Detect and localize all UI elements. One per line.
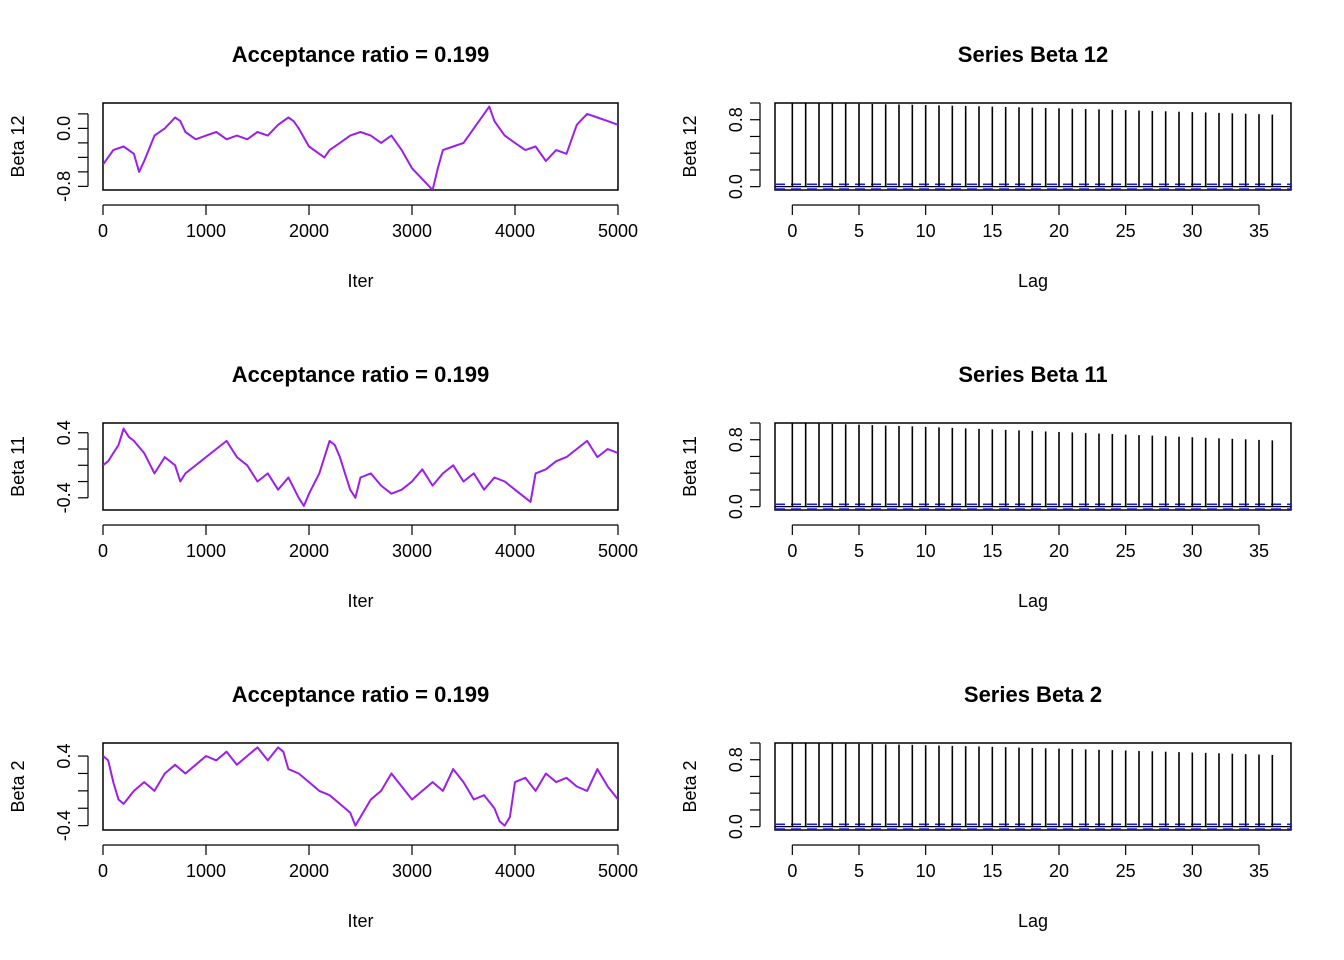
x-tick-label: 5: [854, 221, 864, 241]
x-tick-label: 4000: [495, 221, 535, 241]
x-tick-label: 2000: [289, 861, 329, 881]
x-tick-label: 1000: [186, 861, 226, 881]
plot-frame: [774, 422, 1292, 511]
x-tick-label: 0: [787, 541, 797, 561]
x-axis-label: Lag: [1018, 911, 1048, 931]
x-axis-label: Iter: [347, 591, 373, 611]
x-tick-label: 15: [982, 541, 1002, 561]
chart-title: Acceptance ratio = 0.199: [232, 42, 489, 67]
x-axis-label: Iter: [347, 271, 373, 291]
x-tick-label: 4000: [495, 861, 535, 881]
x-tick-label: 30: [1182, 221, 1202, 241]
y-axis-label: Beta 12: [680, 115, 700, 177]
y-tick-label: 0.0: [726, 494, 746, 519]
y-tick-label: 0.0: [726, 814, 746, 839]
x-tick-label: 15: [982, 861, 1002, 881]
x-tick-label: 35: [1249, 541, 1269, 561]
x-tick-label: 10: [916, 221, 936, 241]
chart-title: Acceptance ratio = 0.199: [232, 682, 489, 707]
y-tick-label: 0.8: [726, 107, 746, 132]
plot-frame: [102, 102, 619, 191]
plot-frame: [102, 742, 619, 831]
x-tick-label: 0: [98, 861, 108, 881]
y-tick-label: 0.0: [54, 116, 74, 141]
x-tick-label: 0: [787, 861, 797, 881]
y-axis-label: Beta 11: [8, 436, 28, 497]
x-tick-label: 15: [982, 221, 1002, 241]
x-tick-label: 25: [1116, 221, 1136, 241]
chart-title: Series Beta 12: [958, 42, 1108, 67]
x-axis-label: Lag: [1018, 591, 1048, 611]
chart-title: Acceptance ratio = 0.199: [232, 362, 489, 387]
x-tick-label: 35: [1249, 221, 1269, 241]
plot-frame: [774, 742, 1292, 831]
x-tick-label: 10: [916, 861, 936, 881]
trace-line: [103, 105, 618, 190]
x-tick-label: 4000: [495, 541, 535, 561]
x-tick-label: 3000: [392, 221, 432, 241]
chart-title: Series Beta 11: [958, 362, 1107, 387]
x-tick-label: 25: [1116, 541, 1136, 561]
x-tick-label: 1000: [186, 541, 226, 561]
x-tick-label: 5000: [598, 541, 638, 561]
y-axis-label: Beta 2: [680, 760, 700, 812]
x-tick-label: 0: [787, 221, 797, 241]
trace-line: [103, 427, 618, 507]
x-tick-label: 30: [1182, 541, 1202, 561]
y-tick-label: 0.0: [726, 174, 746, 199]
x-tick-label: 0: [98, 541, 108, 561]
x-tick-label: 0: [98, 221, 108, 241]
x-tick-label: 10: [916, 541, 936, 561]
x-tick-label: 5000: [598, 861, 638, 881]
y-tick-label: -0.8: [54, 171, 74, 202]
y-tick-label: 0.4: [54, 744, 74, 769]
trace-line: [103, 746, 618, 827]
x-axis-label: Lag: [1018, 271, 1048, 291]
x-tick-label: 3000: [392, 861, 432, 881]
chart-title: Series Beta 2: [964, 682, 1102, 707]
x-tick-label: 20: [1049, 221, 1069, 241]
x-axis-label: Iter: [347, 911, 373, 931]
y-tick-label: -0.4: [54, 810, 74, 841]
x-tick-label: 1000: [186, 221, 226, 241]
y-tick-label: 0.8: [726, 427, 746, 452]
y-axis-label: Beta 2: [8, 760, 28, 812]
plot-frame: [102, 422, 619, 511]
x-tick-label: 25: [1116, 861, 1136, 881]
x-tick-label: 3000: [392, 541, 432, 561]
y-axis-label: Beta 11: [680, 436, 700, 497]
y-tick-label: 0.4: [54, 420, 74, 445]
plot-frame: [774, 102, 1292, 191]
x-tick-label: 35: [1249, 861, 1269, 881]
y-tick-label: -0.4: [54, 482, 74, 513]
x-tick-label: 5000: [598, 221, 638, 241]
y-tick-label: 0.8: [726, 747, 746, 772]
x-tick-label: 5: [854, 861, 864, 881]
x-tick-label: 2000: [289, 541, 329, 561]
x-tick-label: 20: [1049, 861, 1069, 881]
x-tick-label: 2000: [289, 221, 329, 241]
x-tick-label: 20: [1049, 541, 1069, 561]
x-tick-label: 5: [854, 541, 864, 561]
y-axis-label: Beta 12: [8, 115, 28, 177]
x-tick-label: 30: [1182, 861, 1202, 881]
